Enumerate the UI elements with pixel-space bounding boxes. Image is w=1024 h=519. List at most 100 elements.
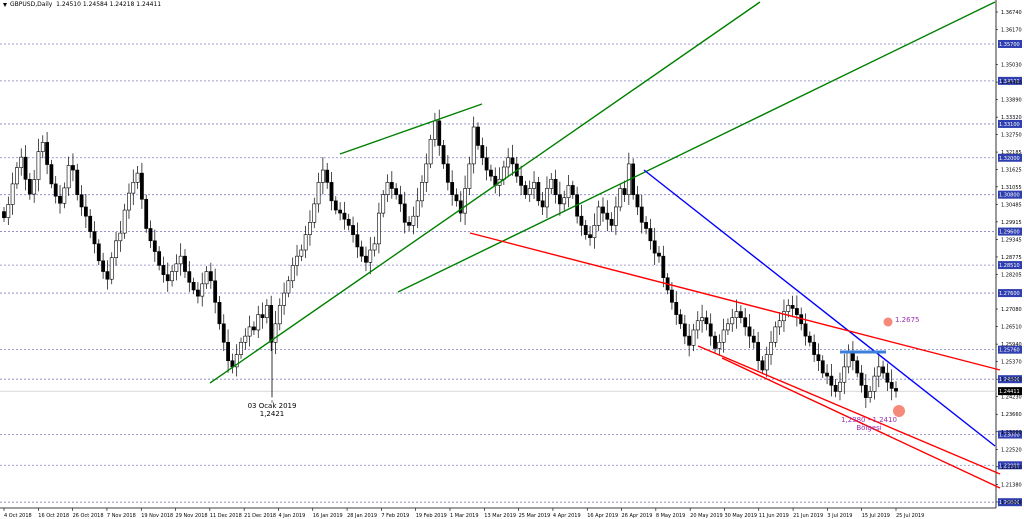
candle-127 [549, 173, 554, 195]
y-tick-label-2: 1.35030 [1001, 63, 1022, 69]
candle-33 [144, 194, 149, 233]
candle-82 [355, 222, 360, 259]
candle-36 [157, 246, 162, 271]
candle-84 [364, 246, 368, 272]
candle-body-87 [376, 212, 381, 245]
x-tick-label-22: 11 Jun 2019 [759, 513, 789, 519]
candle-174 [751, 329, 756, 349]
candle-130 [562, 190, 567, 211]
candle-4 [19, 148, 24, 176]
y-tick-label-24: 1.21950 [1001, 465, 1022, 471]
candle-109 [471, 116, 476, 174]
candle-24 [105, 260, 110, 290]
x-tick-label-21: 30 May 2019 [724, 513, 757, 519]
y-tick-label-22: 1.23090 [1001, 430, 1022, 436]
trendline-5 [697, 345, 1001, 475]
level-label-7: 1.27600 [999, 291, 1020, 297]
trendlines [209, 1, 1001, 489]
x-tick-label-1: 16 Oct 2018 [38, 513, 69, 519]
candle-body-204 [881, 366, 885, 374]
candle-49 [213, 268, 218, 314]
candle-body-73 [316, 182, 321, 205]
y-tick-label-17: 1.25940 [1001, 342, 1022, 348]
candle-129 [557, 181, 562, 216]
candle-96 [415, 187, 420, 229]
candle-body-153 [661, 255, 666, 278]
candle-body-147 [635, 194, 640, 208]
candle-body-196 [846, 351, 851, 368]
candle-116 [501, 160, 506, 186]
candle-73 [316, 172, 321, 213]
candle-74 [320, 157, 325, 195]
candle-182 [786, 299, 791, 318]
candle-body-167 [721, 329, 726, 343]
candle-120 [519, 165, 524, 195]
candle-body-58 [252, 326, 256, 331]
low-label-date: 03 Ocak 2019 [248, 402, 297, 410]
candle-body-83 [359, 246, 364, 257]
y-tick-label-6: 1.32750 [1001, 133, 1022, 139]
candle-body-41 [178, 255, 183, 265]
candle-body-85 [368, 249, 373, 263]
y-tick-label-9: 1.31055 [1001, 185, 1022, 191]
candle-132 [570, 180, 575, 199]
dropdown-arrow-icon[interactable] [3, 2, 7, 7]
candle-124 [536, 176, 541, 206]
candle-body-188 [812, 341, 817, 355]
candle-body-148 [639, 206, 644, 223]
candle-body-173 [747, 326, 752, 337]
candle-149 [644, 216, 648, 235]
candle-body-24 [105, 271, 110, 280]
candle-62 [269, 295, 274, 352]
candle-100 [433, 112, 437, 147]
candle-body-43 [187, 271, 192, 283]
candle-body-194 [838, 381, 842, 392]
candle-body-131 [566, 185, 571, 199]
candle-body-0 [2, 211, 6, 219]
candle-79 [342, 201, 347, 230]
low-label-price: 1,2421 [260, 410, 285, 418]
candle-193 [833, 379, 838, 398]
candle-body-125 [540, 200, 545, 208]
level-label-3: 1.32000 [999, 156, 1020, 162]
candle-body-102 [441, 145, 446, 165]
candle-3 [15, 162, 19, 189]
candle-body-95 [411, 215, 416, 226]
candle-body-75 [325, 169, 330, 183]
candle-body-118 [510, 157, 515, 165]
candle-66 [286, 276, 291, 298]
candle-body-69 [299, 249, 304, 257]
candle-body-50 [217, 301, 222, 325]
candle-body-97 [420, 182, 424, 202]
candle-87 [376, 202, 381, 254]
candle-172 [743, 308, 748, 336]
candle-body-19 [83, 206, 88, 217]
candle-body-86 [372, 243, 377, 251]
candle-body-31 [135, 172, 140, 183]
candle-11 [49, 159, 54, 189]
candle-6 [27, 173, 32, 200]
candle-158 [682, 315, 687, 345]
candle-40 [174, 254, 179, 281]
candle-56 [243, 328, 248, 350]
candle-body-142 [614, 206, 618, 226]
y-tick-label-16: 1.26510 [1001, 325, 1022, 331]
candle-65 [282, 282, 286, 315]
candle-170 [734, 299, 739, 329]
candle-body-101 [437, 120, 442, 146]
candle-179 [773, 321, 778, 348]
candle-78 [338, 202, 343, 221]
candle-63 [273, 310, 278, 355]
candle-46 [200, 272, 205, 307]
candle-186 [803, 313, 808, 346]
candle-180 [777, 311, 782, 335]
candle-175 [756, 331, 761, 371]
candle-90 [389, 171, 394, 199]
candle-body-187 [807, 335, 812, 343]
candle-body-165 [713, 335, 717, 349]
y-tick-label-20: 1.24230 [1001, 395, 1022, 401]
candle-15 [66, 156, 71, 196]
